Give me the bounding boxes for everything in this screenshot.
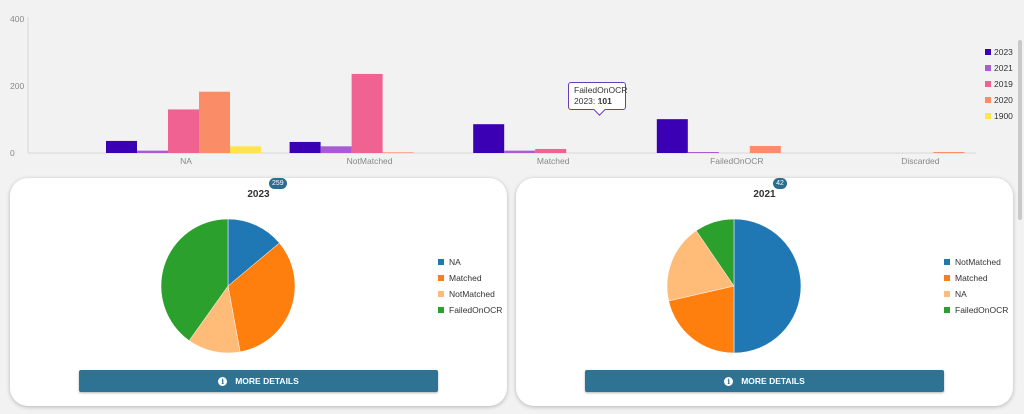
bar-tooltip: FailedOnOCR 2023: 101	[568, 82, 628, 116]
pie-chart-2023	[160, 218, 296, 354]
legend-item[interactable]: NotMatched	[944, 254, 1008, 270]
legend-swatch	[438, 259, 444, 265]
legend-item[interactable]: FailedOnOCR	[438, 302, 502, 318]
pie-slice-NA	[227, 218, 280, 287]
bar-2020-NA	[199, 91, 230, 153]
legend-label-1900: 1900	[994, 111, 1013, 121]
legend-item[interactable]: FailedOnOCR	[944, 302, 1008, 318]
pie-slice-Matched	[227, 242, 296, 353]
legend-label: Matched	[449, 273, 482, 283]
more-details-button[interactable]: i MORE DETAILS	[79, 370, 438, 392]
legend-swatch	[438, 291, 444, 297]
tooltip-series: 2023	[574, 96, 593, 106]
bar-2019-Matched	[535, 148, 567, 153]
pie-card-title: 2021	[753, 189, 776, 200]
legend-label-2019: 2019	[994, 79, 1013, 89]
legend-swatch	[944, 307, 950, 313]
legend-swatch-2023	[985, 49, 991, 55]
pie-card-2021: 2021 42 NotMatched Matched NA FailedOnOCR i…	[516, 178, 1013, 406]
bar-2020-NotMatched	[382, 152, 414, 153]
y-tick-label: 400	[10, 14, 24, 24]
more-details-label: MORE DETAILS	[741, 376, 805, 386]
y-tick-label: 0	[10, 148, 15, 158]
legend-item[interactable]: NotMatched	[438, 286, 502, 302]
legend-label: FailedOnOCR	[955, 305, 1009, 315]
total-count-badge: 259	[269, 178, 287, 189]
pie-slice-NotMatched	[733, 218, 802, 354]
tooltip-category: FailedOnOCR	[574, 85, 628, 95]
pie-slice-FailedOnOCR	[160, 218, 229, 341]
legend-item[interactable]: NA	[438, 254, 502, 270]
bar-2019-NA	[168, 109, 199, 153]
total-count-badge: 42	[773, 178, 787, 189]
legend-label-2021: 2021	[994, 63, 1013, 73]
legend-label: NA	[955, 289, 967, 299]
x-tick-label: FailedOnOCR	[710, 156, 763, 166]
bar-2020-FailedOnOCR	[749, 145, 781, 153]
legend-swatch	[438, 275, 444, 281]
legend-label: NotMatched	[955, 257, 1001, 267]
legend-item[interactable]: NA	[944, 286, 1008, 302]
bar-2019-NotMatched	[351, 73, 383, 153]
pie-card-title: 2023	[247, 189, 270, 200]
bar-2020-Discarded	[933, 151, 965, 153]
legend-swatch	[944, 259, 950, 265]
legend-label: FailedOnOCR	[449, 305, 503, 315]
legend-swatch-2021	[985, 65, 991, 71]
legend-label-2020: 2020	[994, 95, 1013, 105]
page-scrollbar[interactable]	[1018, 40, 1022, 220]
bar-2023-FailedOnOCR	[656, 119, 688, 153]
pie-slice-NA	[666, 230, 735, 302]
pie-slice-Matched	[668, 285, 735, 354]
x-tick-label: Discarded	[901, 156, 940, 166]
pie-chart-2021	[666, 218, 802, 354]
info-icon: i	[724, 376, 734, 386]
pie-card-2023: 2023 259 NA Matched NotMatched FailedOnOCR …	[10, 178, 507, 406]
x-tick-label: NA	[180, 156, 192, 166]
legend-swatch	[944, 275, 950, 281]
bar-2021-FailedOnOCR	[687, 151, 719, 153]
more-details-button[interactable]: i MORE DETAILS	[585, 370, 944, 392]
tooltip-value-line: 2023: 101	[574, 96, 612, 106]
x-tick-label: NotMatched	[347, 156, 393, 166]
tooltip-value: 101	[597, 96, 612, 106]
pie-legend-2021: NotMatched Matched NA FailedOnOCR	[944, 254, 1008, 318]
bar-2023-NA	[106, 140, 137, 153]
legend-swatch	[944, 291, 950, 297]
pie-slice-FailedOnOCR	[695, 218, 735, 287]
bar-2023-NotMatched	[289, 141, 321, 153]
bar-2021-NA	[137, 150, 168, 153]
legend-label: NotMatched	[449, 289, 495, 299]
x-tick-label: Matched	[537, 156, 570, 166]
legend-item[interactable]: Matched	[438, 270, 502, 286]
bar-1900-NA	[230, 146, 261, 153]
pie-legend-2023: NA Matched NotMatched FailedOnOCR	[438, 254, 502, 318]
legend-swatch-1900	[985, 113, 991, 119]
legend-label: Matched	[955, 273, 988, 283]
legend-item[interactable]: Matched	[944, 270, 1008, 286]
legend-swatch-2019	[985, 81, 991, 87]
grouped-bar-chart: 0 200 400 NA NotMatched Matched FailedOnOCR Dis…	[10, 14, 1013, 166]
legend-swatch	[438, 307, 444, 313]
info-icon: i	[218, 376, 228, 386]
legend-swatch-2020	[985, 97, 991, 103]
bar-2023-Matched	[473, 124, 505, 153]
legend-label-2023: 2023	[994, 47, 1013, 57]
y-tick-label: 200	[10, 81, 24, 91]
more-details-label: MORE DETAILS	[235, 376, 299, 386]
legend-label: NA	[449, 257, 461, 267]
bar-2021-NotMatched	[320, 146, 352, 153]
bar-2021-Matched	[504, 150, 536, 153]
